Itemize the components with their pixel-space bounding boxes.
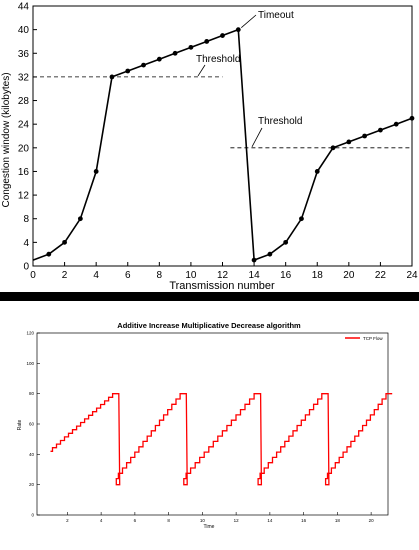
- data-point: [156, 56, 162, 62]
- data-point: [283, 239, 289, 245]
- data-point: [393, 121, 399, 127]
- x-tick-label: 4: [93, 270, 99, 281]
- y-tick-label: 8: [23, 214, 29, 225]
- y-tick-label: 0: [23, 262, 29, 273]
- x-tick-label: 24: [406, 270, 418, 281]
- data-point: [346, 139, 352, 145]
- x-tick-label: 16: [301, 518, 307, 523]
- legend-label: TCP Flow: [363, 336, 383, 341]
- data-point: [267, 251, 273, 257]
- bottom-series-line: [50, 393, 393, 486]
- data-point: [251, 257, 257, 263]
- data-point: [109, 74, 115, 80]
- threshold-pointer: [251, 127, 263, 148]
- data-point: [362, 133, 368, 139]
- x-tick-label: 8: [167, 518, 170, 523]
- y-tick-label: 44: [18, 2, 30, 13]
- data-point: [330, 145, 336, 151]
- y-tick-label: 0: [31, 513, 34, 518]
- x-tick-label: 18: [335, 518, 341, 523]
- bottom-axes: [36, 332, 389, 516]
- data-point: [125, 68, 131, 74]
- bottom-x-axis-label: Time: [204, 524, 215, 530]
- data-point: [378, 127, 383, 133]
- x-tick-label: 12: [234, 518, 240, 523]
- tcp-congestion-chart-panel: 0 2 4 6 8 10 12 14 16 18 20 22 24 0 4 8 12 16 20 24 28 32 36 40…: [0, 0, 419, 292]
- timeout-label: Timeout: [258, 10, 294, 21]
- bottom-y-axis-label: Rate: [17, 420, 23, 431]
- top-axes: [32, 5, 413, 267]
- data-point: [93, 169, 99, 174]
- top-annotations: Timeout: [241, 10, 294, 28]
- data-point: [172, 50, 178, 56]
- y-tick-label: 40: [29, 452, 35, 457]
- y-tick-label: 20: [18, 143, 30, 154]
- top-plot-frame: [32, 5, 413, 267]
- x-tick-label: 20: [369, 518, 375, 523]
- x-tick-label: 10: [200, 518, 206, 523]
- x-tick-label: 6: [125, 270, 131, 281]
- bottom-ticks: 2 4 6 8 10 12 14 16 18 20 120 100 80 60 40 20 0: [26, 331, 374, 524]
- x-tick-label: 4: [100, 518, 103, 523]
- data-point: [220, 33, 225, 38]
- data-point: [235, 27, 241, 33]
- x-tick-label: 2: [62, 270, 68, 281]
- x-tick-label: 14: [267, 518, 273, 523]
- threshold-label: Threshold: [196, 54, 240, 65]
- timeout-pointer: [241, 14, 257, 28]
- data-point: [314, 169, 320, 174]
- x-tick-label: 0: [30, 270, 36, 281]
- top-y-axis-label: Congestion window (kilobytes): [1, 72, 12, 207]
- top-x-axis-label: Transmission number: [169, 280, 275, 292]
- x-tick-label: 14: [249, 270, 261, 281]
- y-tick-label: 24: [18, 120, 30, 131]
- data-point: [299, 216, 304, 222]
- data-point: [77, 216, 83, 222]
- data-point: [188, 44, 194, 50]
- top-ticks: 0 2 4 6 8 10 12 14 16 18 20 22 240481216202428323640…: [18, 2, 418, 282]
- top-thresholds: Threshold Threshold: [33, 54, 412, 149]
- data-point: [46, 251, 52, 257]
- x-tick-label: 6: [134, 518, 137, 523]
- x-tick-label: 12: [217, 270, 229, 281]
- top-series-points: [46, 27, 415, 263]
- y-tick-label: 120: [26, 331, 34, 336]
- data-point: [62, 239, 67, 245]
- y-tick-label: 4: [23, 238, 29, 249]
- threshold-pointer: [197, 64, 206, 77]
- y-tick-label: 12: [18, 191, 30, 202]
- x-tick-label: 18: [312, 270, 324, 281]
- y-tick-label: 20: [29, 482, 35, 487]
- bottom-legend: TCP Flow: [345, 336, 383, 341]
- data-point: [409, 115, 415, 121]
- x-tick-label: 8: [157, 270, 163, 281]
- x-tick-label: 22: [375, 270, 387, 281]
- y-tick-label: 60: [29, 422, 35, 427]
- threshold-label: Threshold: [258, 116, 302, 127]
- y-tick-label: 36: [18, 49, 30, 60]
- data-point: [141, 62, 146, 68]
- tcp-congestion-chart: 0 2 4 6 8 10 12 14 16 18 20 22 240481216202428323640…: [1, 2, 418, 293]
- x-tick-label: 2: [66, 518, 69, 523]
- x-tick-label: 16: [280, 270, 292, 281]
- aimd-chart: Additive Increase Multiplicative Decreas…: [17, 321, 393, 530]
- aimd-chart-panel: Additive Increase Multiplicative Decreas…: [0, 301, 419, 550]
- tcp-flow-line: [50, 393, 393, 486]
- y-tick-label: 40: [18, 25, 30, 36]
- bottom-plot-frame: [36, 332, 389, 516]
- y-tick-label: 28: [18, 96, 30, 107]
- x-tick-label: 20: [343, 270, 355, 281]
- y-tick-label: 32: [18, 72, 30, 83]
- data-point: [204, 39, 210, 44]
- y-tick-label: 80: [29, 391, 35, 396]
- y-tick-label: 16: [18, 167, 30, 178]
- bottom-chart-title: Additive Increase Multiplicative Decreas…: [117, 321, 301, 330]
- y-tick-label: 100: [26, 361, 34, 366]
- x-tick-label: 10: [185, 270, 197, 281]
